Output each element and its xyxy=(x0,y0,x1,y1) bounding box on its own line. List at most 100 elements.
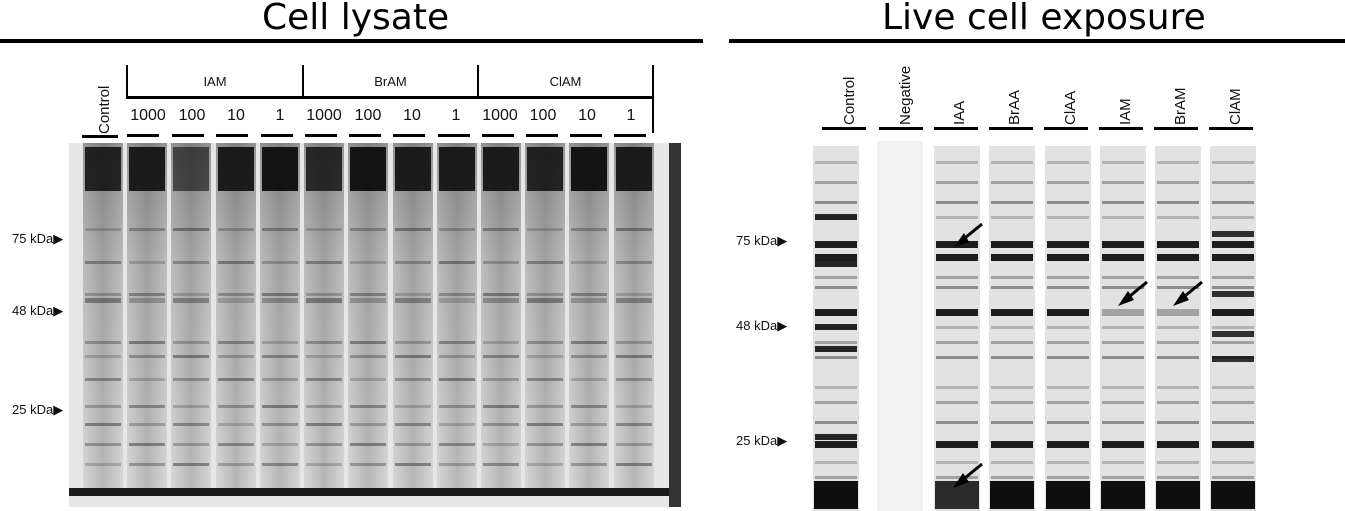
gel-band xyxy=(306,298,342,303)
gel-band xyxy=(1102,216,1144,219)
gel-band xyxy=(483,293,519,296)
gel-band xyxy=(85,228,121,231)
gel-band xyxy=(173,228,209,231)
right-title-rule xyxy=(729,39,1345,43)
gel-band xyxy=(815,261,857,267)
gel-band xyxy=(439,298,475,303)
gel-band xyxy=(439,405,475,408)
gel-band xyxy=(1157,161,1199,164)
gel-band xyxy=(1047,201,1089,204)
gel-band xyxy=(1047,356,1089,359)
gel-band xyxy=(437,143,477,488)
gel-band xyxy=(395,228,431,231)
gel-band xyxy=(815,476,857,479)
gel-band xyxy=(483,147,519,191)
gel-band xyxy=(129,341,165,344)
gel-band xyxy=(395,443,431,446)
gel-band xyxy=(306,293,342,296)
gel-band xyxy=(1046,481,1090,509)
gel-band xyxy=(815,276,857,279)
gel-band xyxy=(483,298,519,303)
gel-band xyxy=(218,341,254,344)
gel-band xyxy=(1047,181,1089,184)
gel-band xyxy=(85,405,121,408)
conc-bram-1000: 1000 xyxy=(306,107,342,124)
gel-band xyxy=(1212,291,1254,297)
conc-iam-10: 10 xyxy=(227,107,245,124)
gel-band xyxy=(1102,356,1144,359)
gel-band xyxy=(527,355,563,358)
gel-band xyxy=(1102,181,1144,184)
gel-band xyxy=(936,201,978,204)
conc-clam-10: 10 xyxy=(578,107,596,124)
left-marker-48: 48 kDa▶ xyxy=(12,303,64,318)
gel-band xyxy=(936,276,978,279)
gel-band xyxy=(439,261,475,264)
gel-band xyxy=(1102,254,1144,261)
gel-band xyxy=(936,461,978,464)
gel-band xyxy=(934,146,980,511)
group-divider xyxy=(652,65,654,133)
conc-iam-100: 100 xyxy=(178,107,206,124)
gel-band xyxy=(1212,254,1254,261)
conc-clam-100: 100 xyxy=(529,107,557,124)
gel-band xyxy=(483,423,519,426)
gel-band xyxy=(1047,161,1089,164)
gel-band xyxy=(936,216,978,219)
gel-band xyxy=(1101,481,1145,509)
lane-label-clam: ClAM xyxy=(1227,88,1244,125)
gel-band xyxy=(991,241,1033,248)
gel-band xyxy=(262,228,298,231)
left-lane-underlines xyxy=(127,134,646,137)
gel-band xyxy=(571,293,607,296)
right-marker-48: 48 kDa▶ xyxy=(736,318,788,333)
gel-band xyxy=(1212,276,1254,279)
gel-band xyxy=(1102,441,1144,448)
gel-band xyxy=(1102,326,1144,329)
gel-band xyxy=(1102,421,1144,424)
gel-band xyxy=(348,143,388,488)
gel-band xyxy=(1212,286,1254,289)
gel-band xyxy=(481,143,521,488)
gel-band xyxy=(85,378,121,381)
right-marker-25: 25 kDa▶ xyxy=(736,433,788,448)
gel-band xyxy=(306,261,342,264)
gel-band xyxy=(1047,421,1089,424)
gel-band xyxy=(395,423,431,426)
gel-band xyxy=(877,141,923,511)
gel-band xyxy=(1102,241,1144,248)
gel-band xyxy=(218,405,254,408)
gel-band xyxy=(127,143,167,488)
gel-band xyxy=(439,293,475,296)
gel-band xyxy=(85,423,121,426)
gel-band xyxy=(571,378,607,381)
gel-band xyxy=(306,228,342,231)
gel-band xyxy=(395,147,431,191)
gel-band xyxy=(815,386,857,389)
gel-band xyxy=(350,298,386,303)
gel-band xyxy=(936,181,978,184)
gel-band xyxy=(991,276,1033,279)
left-marker-25: 25 kDa▶ xyxy=(12,402,64,417)
gel-band xyxy=(218,463,254,466)
gel-band xyxy=(936,326,978,329)
gel-band xyxy=(815,241,857,248)
gel-band xyxy=(83,143,123,488)
gel-band xyxy=(173,293,209,296)
conc-iam-1000: 1000 xyxy=(130,107,166,124)
gel-band xyxy=(395,355,431,358)
gel-band xyxy=(350,228,386,231)
gel-band xyxy=(350,405,386,408)
gel-band xyxy=(815,346,857,352)
gel-band xyxy=(173,355,209,358)
gel-band xyxy=(483,228,519,231)
lane-label-braa: BrAA xyxy=(1006,89,1023,125)
gel-band xyxy=(815,214,857,220)
gel-band xyxy=(990,481,1034,509)
conc-clam-1000: 1000 xyxy=(482,107,518,124)
gel-band xyxy=(1157,401,1199,404)
gel-band xyxy=(85,443,121,446)
gel-band xyxy=(350,261,386,264)
gel-band xyxy=(571,341,607,344)
group-label-bram: BrAM xyxy=(374,74,407,89)
